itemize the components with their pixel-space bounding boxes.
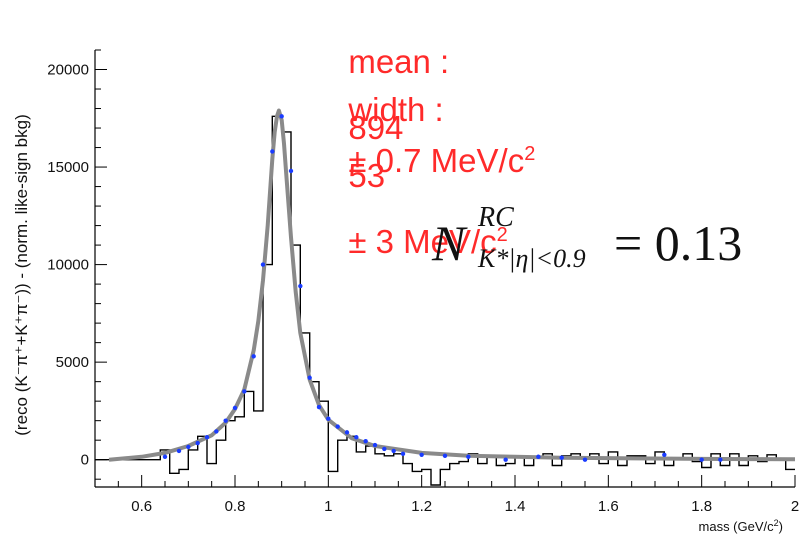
data-point <box>442 453 448 458</box>
data-point <box>536 454 541 459</box>
data-point <box>354 435 359 440</box>
n-equals: = 0.13 <box>614 215 743 271</box>
data-point <box>391 448 396 454</box>
ticks: 0.6 0.8 1 1.2 1.4 1.6 1.8 2 0 5000 10000 15000 20000 <box>47 49 799 515</box>
y-tick-label: 15000 <box>47 159 89 176</box>
x-tick-label: 1.4 <box>505 498 526 515</box>
n-sup: RC <box>478 202 514 233</box>
y-tick-label: 10000 <box>47 257 89 274</box>
data-point <box>335 424 340 429</box>
data-point <box>400 451 406 457</box>
data-point <box>195 440 200 446</box>
data-point <box>363 438 368 444</box>
mean-value: 894 <box>348 109 404 146</box>
data-point <box>307 375 312 380</box>
n-sub: K*|η|<0.9 <box>478 244 586 273</box>
x-tick-label: 1.8 <box>691 498 712 515</box>
data-point <box>344 430 350 435</box>
width-sup: 2 <box>496 224 508 246</box>
x-tick-label: 2 <box>791 498 799 515</box>
mean-annotation: mean : 894 ± 0.7 MeV/c2 <box>330 12 535 177</box>
data-point <box>582 457 588 462</box>
data-point <box>699 457 704 462</box>
y-axis-label: (reco (K⁻π⁺+K⁺π⁻)) - (norm. like-sign bk… <box>12 114 31 436</box>
data-point <box>204 435 210 440</box>
data-point <box>466 454 471 459</box>
y-tick-label: 0 <box>81 452 89 469</box>
data-point <box>316 404 322 410</box>
mean-sup: 2 <box>524 143 536 165</box>
data-point <box>298 283 303 289</box>
data-point <box>559 455 564 460</box>
x-tick-label: 1.2 <box>411 498 432 515</box>
data-point <box>242 389 247 394</box>
y-tick-label: 20000 <box>47 62 89 79</box>
data-point <box>372 442 378 448</box>
x-tick-label: 1.6 <box>598 498 619 515</box>
width-annotation: width : 53 ± 3 MeV/c2 <box>330 60 508 260</box>
data-point <box>326 416 331 421</box>
data-point <box>270 149 275 154</box>
width-label: width : <box>348 91 444 128</box>
width-pm: ± 3 MeV/c <box>348 223 497 260</box>
x-tick-label: 0.8 <box>225 498 246 515</box>
data-point <box>279 114 284 119</box>
data-point <box>232 405 238 411</box>
data-point <box>288 168 294 174</box>
data-point <box>503 457 508 462</box>
x-tick-label: 0.6 <box>131 498 152 515</box>
data-point <box>186 444 191 450</box>
n-symbol: N <box>432 215 466 271</box>
y-tick-label: 5000 <box>56 354 89 371</box>
axis-labels: mass (GeV/c2) (reco (K⁻π⁺+K⁺π⁻)) - (norm.… <box>12 114 783 534</box>
series-layer <box>95 108 796 486</box>
n-rc-annotation: N RC K*|η|<0.9 = 0.13 <box>432 200 792 290</box>
width-value: 53 <box>348 157 386 194</box>
data-point <box>162 454 168 459</box>
data-point <box>223 418 228 423</box>
data-point <box>419 452 424 458</box>
data-point <box>718 457 723 462</box>
mean-label: mean : <box>348 43 450 80</box>
data-point <box>176 448 182 454</box>
x-axis-label: mass (GeV/c2) <box>699 518 783 534</box>
data-point <box>260 262 266 267</box>
data-point <box>214 429 219 434</box>
x-tick-label: 1 <box>324 498 332 515</box>
data-point <box>251 354 256 359</box>
data-point <box>382 446 387 452</box>
mean-pm: ± 0.7 MeV/c <box>348 142 525 179</box>
data-point <box>662 452 667 458</box>
